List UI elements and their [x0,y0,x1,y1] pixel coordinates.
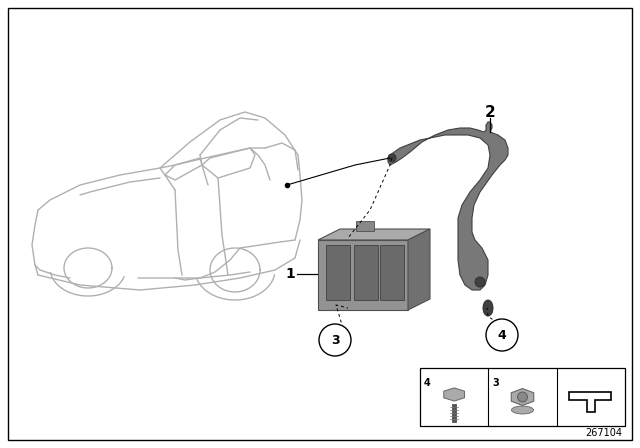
Text: 4: 4 [498,328,506,341]
Bar [326,245,350,300]
Text: 3: 3 [331,333,339,346]
Circle shape [518,392,527,402]
Bar [420,368,625,426]
Bar [354,245,378,300]
Polygon shape [511,388,534,405]
Text: 4: 4 [424,378,431,388]
Circle shape [475,277,485,287]
Polygon shape [318,240,408,310]
Polygon shape [408,229,430,310]
Polygon shape [388,122,508,290]
Polygon shape [318,229,430,240]
Text: 267104: 267104 [585,428,622,438]
Circle shape [486,319,518,351]
Text: 2: 2 [484,104,495,120]
Bar [356,221,374,231]
Bar [380,245,404,300]
Ellipse shape [483,300,493,316]
Circle shape [319,324,351,356]
Text: 3: 3 [492,378,499,388]
Text: 1: 1 [285,267,295,281]
Ellipse shape [511,406,534,414]
Circle shape [388,154,396,162]
Polygon shape [444,388,465,401]
